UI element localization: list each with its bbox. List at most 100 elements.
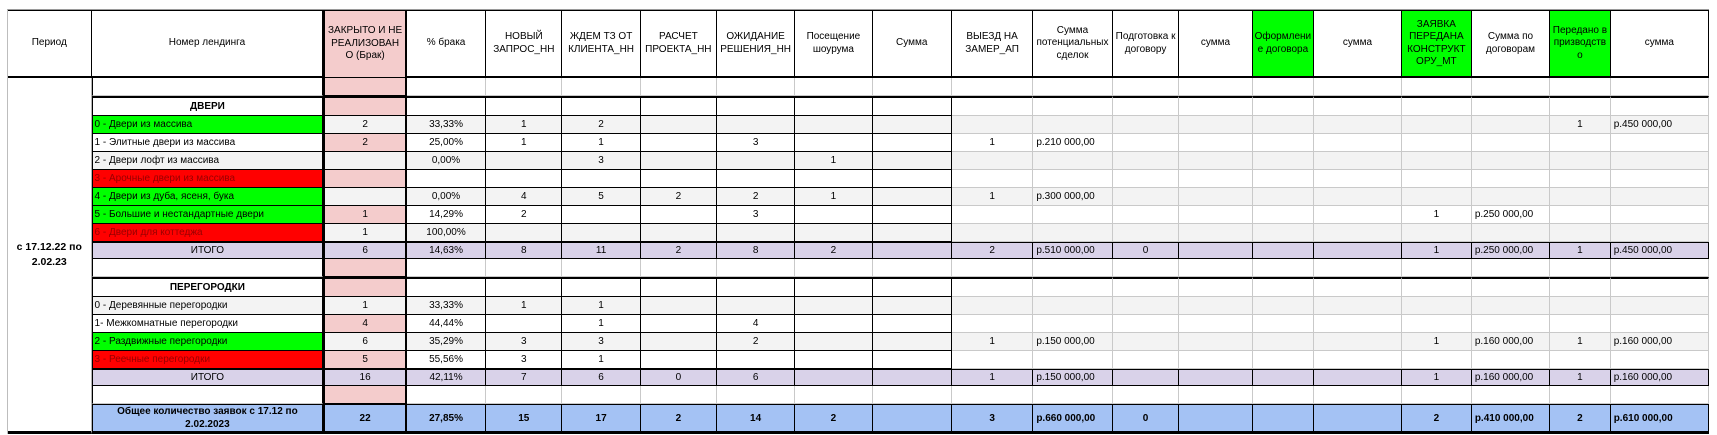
period-cell[interactable]: с 17.12.22 по 2.02.23 [8, 78, 92, 434]
cell-contract-prep[interactable] [1112, 351, 1180, 369]
cell-contract-prep[interactable] [1112, 315, 1180, 333]
cell-to-production[interactable] [1550, 134, 1611, 152]
cell-waiting-tz[interactable]: 2 [562, 116, 641, 134]
cell-contract-prep[interactable] [1112, 152, 1180, 170]
cell-contract-signing[interactable] [1252, 404, 1315, 434]
cell-sum[interactable] [872, 96, 952, 116]
row-label[interactable]: 0 - Двери из массива [91, 116, 324, 134]
cell-to-production[interactable]: 1 [1550, 116, 1611, 134]
cell-defect-percent[interactable]: 25,00% [406, 134, 487, 152]
cell-showroom-visit[interactable] [795, 206, 873, 224]
cell-measure-visit[interactable]: 3 [951, 404, 1034, 434]
cell-to-production[interactable] [1550, 224, 1611, 242]
cell-new-request[interactable] [486, 259, 563, 277]
cell-sum3[interactable] [1314, 351, 1402, 369]
col-header-project-calc[interactable]: РАСЧЕТ ПРОЕКТА_НН [640, 10, 717, 78]
cell-sum4[interactable] [1610, 297, 1709, 315]
cell-sum4[interactable]: р.450 000,00 [1610, 242, 1709, 259]
col-header-awaiting-decision[interactable]: ОЖИДАНИЕ РЕШЕНИЯ_НН [716, 10, 796, 78]
cell-potential-deals-sum[interactable]: р.210 000,00 [1033, 134, 1113, 152]
cell-sum[interactable] [872, 277, 952, 297]
cell-sum2[interactable] [1179, 170, 1253, 188]
cell-sum4[interactable] [1610, 188, 1709, 206]
cell-measure-visit[interactable]: 1 [951, 134, 1034, 152]
cell-new-request[interactable]: 8 [486, 242, 563, 259]
cell-awaiting-decision[interactable] [716, 259, 796, 277]
cell-sum3[interactable] [1314, 224, 1402, 242]
cell-sum2[interactable] [1179, 351, 1253, 369]
cell-defect-percent[interactable] [406, 78, 487, 96]
cell-measure-visit[interactable] [951, 152, 1034, 170]
cell-showroom-visit[interactable] [795, 134, 873, 152]
cell-awaiting-decision[interactable]: 4 [716, 315, 796, 333]
cell-contracts-sum[interactable]: р.160 000,00 [1471, 333, 1551, 351]
cell-awaiting-decision[interactable] [716, 152, 796, 170]
cell-sum2[interactable] [1179, 315, 1253, 333]
cell-showroom-visit[interactable] [795, 277, 873, 297]
cell-project-calc[interactable] [640, 78, 717, 96]
col-header-contract-signing[interactable]: Оформление договора [1252, 10, 1315, 78]
cell-sum3[interactable] [1314, 188, 1402, 206]
cell-contract-prep[interactable] [1112, 224, 1180, 242]
cell-sum2[interactable] [1179, 152, 1253, 170]
cell-defect-percent[interactable]: 0,00% [406, 188, 487, 206]
col-header-showroom-visit[interactable]: Посещение шоурума [795, 10, 873, 78]
cell-sum[interactable] [872, 170, 952, 188]
cell-showroom-visit[interactable] [795, 351, 873, 369]
cell-contract-prep[interactable] [1112, 116, 1180, 134]
cell-showroom-visit[interactable]: 1 [795, 152, 873, 170]
cell-request-to-constructor[interactable]: 1 [1401, 369, 1472, 386]
cell-defect-percent[interactable]: 14,63% [406, 242, 487, 259]
cell-defect-percent[interactable]: 55,56% [406, 351, 487, 369]
cell-potential-deals-sum[interactable] [1033, 78, 1113, 96]
cell-measure-visit[interactable] [951, 96, 1034, 116]
cell-sum2[interactable] [1179, 224, 1253, 242]
cell-showroom-visit[interactable]: 1 [795, 188, 873, 206]
cell-contracts-sum[interactable]: р.250 000,00 [1471, 206, 1551, 224]
cell-awaiting-decision[interactable] [716, 386, 796, 404]
cell-contract-prep[interactable] [1112, 78, 1180, 96]
cell-sum3[interactable] [1314, 170, 1402, 188]
cell-potential-deals-sum[interactable]: р.660 000,00 [1033, 404, 1113, 434]
col-header-sum2[interactable]: сумма [1179, 10, 1253, 78]
cell-request-to-constructor[interactable] [1401, 170, 1472, 188]
cell-project-calc[interactable] [640, 96, 717, 116]
cell-closed-not-realized[interactable] [323, 259, 407, 277]
cell-sum4[interactable] [1610, 78, 1709, 96]
cell-contracts-sum[interactable] [1471, 152, 1551, 170]
cell-new-request[interactable] [486, 152, 563, 170]
cell-awaiting-decision[interactable]: 2 [716, 188, 796, 206]
cell-request-to-constructor[interactable] [1401, 116, 1472, 134]
cell-defect-percent[interactable]: 100,00% [406, 224, 487, 242]
cell-to-production[interactable]: 1 [1550, 242, 1611, 259]
cell-request-to-constructor[interactable] [1401, 297, 1472, 315]
cell-sum2[interactable] [1179, 386, 1253, 404]
cell-awaiting-decision[interactable] [716, 277, 796, 297]
cell-project-calc[interactable]: 2 [640, 242, 717, 259]
cell-contract-signing[interactable] [1252, 297, 1315, 315]
cell-waiting-tz[interactable]: 17 [562, 404, 641, 434]
cell-sum2[interactable] [1179, 369, 1253, 386]
cell-awaiting-decision[interactable]: 8 [716, 242, 796, 259]
col-header-sum[interactable]: Сумма [872, 10, 952, 78]
cell-waiting-tz[interactable]: 5 [562, 188, 641, 206]
cell-project-calc[interactable] [640, 152, 717, 170]
cell-contracts-sum[interactable] [1471, 96, 1551, 116]
cell-closed-not-realized[interactable] [323, 78, 407, 96]
cell-sum[interactable] [872, 152, 952, 170]
cell-contract-signing[interactable] [1252, 206, 1315, 224]
cell-sum[interactable] [872, 351, 952, 369]
cell-awaiting-decision[interactable] [716, 297, 796, 315]
cell-contract-prep[interactable] [1112, 188, 1180, 206]
cell-sum2[interactable] [1179, 404, 1253, 434]
cell-contract-signing[interactable] [1252, 259, 1315, 277]
cell-showroom-visit[interactable] [795, 333, 873, 351]
cell-contracts-sum[interactable] [1471, 78, 1551, 96]
cell-contract-prep[interactable]: 0 [1112, 404, 1180, 434]
cell-waiting-tz[interactable] [562, 259, 641, 277]
cell-sum3[interactable] [1314, 259, 1402, 277]
cell-contract-prep[interactable] [1112, 96, 1180, 116]
cell-potential-deals-sum[interactable]: р.150 000,00 [1033, 333, 1113, 351]
cell-project-calc[interactable] [640, 116, 717, 134]
cell-awaiting-decision[interactable]: 14 [716, 404, 796, 434]
